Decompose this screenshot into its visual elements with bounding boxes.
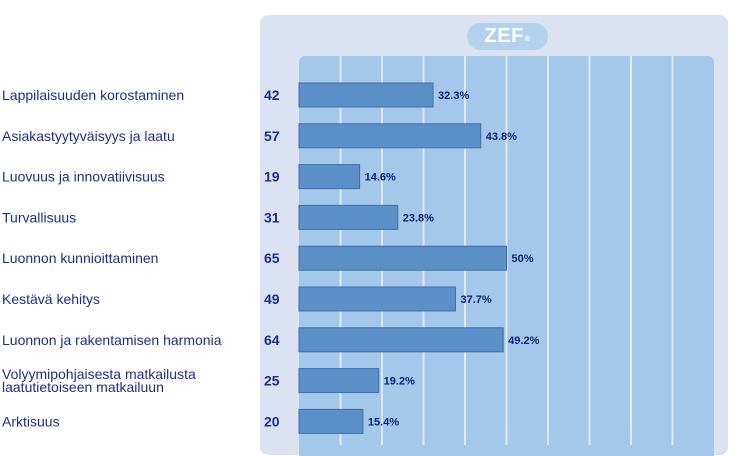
count-label: 57	[264, 128, 280, 144]
bar	[298, 408, 364, 434]
zef-logo: ZEF®	[467, 23, 548, 50]
category-label: Asiakastyytyväisyys ja laatu	[2, 128, 175, 144]
bar	[298, 245, 507, 271]
bar	[298, 286, 456, 312]
bar	[298, 82, 434, 108]
count-label: 25	[264, 373, 280, 389]
bar	[298, 164, 361, 190]
count-label: 20	[264, 413, 280, 429]
category-label: Turvallisuus	[2, 209, 76, 225]
value-label: 19.2%	[384, 376, 415, 388]
category-label: Volyymipohjaisesta matkailusta	[2, 366, 196, 382]
count-label: 19	[264, 169, 280, 185]
logo-text: ZEF	[484, 25, 524, 47]
value-label: 23.8%	[403, 212, 434, 224]
value-label: 50%	[512, 253, 534, 265]
count-label: 31	[264, 209, 280, 225]
value-label: 37.7%	[460, 294, 491, 306]
count-label: 64	[264, 332, 280, 348]
count-label: 49	[264, 291, 280, 307]
value-label: 15.4%	[368, 416, 399, 428]
category-label: Luonnon kunnioittaminen	[2, 250, 158, 266]
value-label: 14.6%	[365, 172, 396, 184]
category-label: Lappilaisuuden korostaminen	[2, 87, 184, 103]
count-label: 65	[264, 250, 280, 266]
value-label: 32.3%	[438, 90, 469, 102]
category-label: Luovuus ja innovatiivisuus	[2, 169, 165, 185]
bar	[298, 327, 504, 353]
category-label: Kestävä kehitys	[2, 291, 100, 307]
logo-mark: ®	[524, 36, 531, 43]
value-label: 49.2%	[508, 335, 539, 347]
category-label: laatutietoiseen matkailuun	[2, 379, 164, 395]
count-label: 42	[264, 87, 280, 103]
value-label: 43.8%	[486, 131, 517, 143]
bar	[298, 204, 399, 230]
bar-chart: Lappilaisuuden korostaminen 42 32.3% Asiaka…	[2, 56, 674, 445]
category-label: Luonnon ja rakentamisen harmonia	[2, 332, 222, 348]
bar	[298, 368, 380, 394]
bar	[298, 123, 482, 149]
category-label: Arktisuus	[2, 413, 60, 429]
